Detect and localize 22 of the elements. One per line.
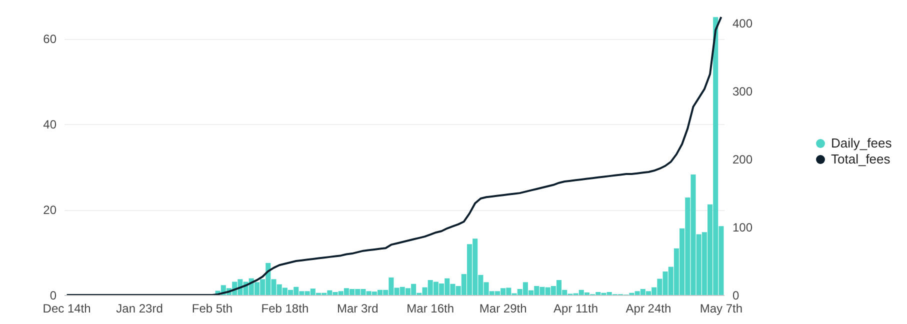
y-tick-label: 40: [43, 118, 57, 132]
x-tick-label: Mar 3rd: [336, 302, 378, 316]
y2-tick-label: 300: [732, 84, 753, 99]
y-tick-label: 20: [43, 203, 57, 218]
legend-label: Total_fees: [831, 152, 891, 166]
x-tick-label: Apr 11th: [554, 302, 598, 316]
x-tick-label: May 7th: [700, 302, 743, 316]
y2-tick-label: 0: [732, 288, 740, 302]
y2-tick-label: 400: [732, 16, 753, 31]
y2-tick-label: 200: [732, 152, 753, 167]
y-tick-label: 60: [43, 32, 57, 46]
x-tick-label: Mar 29th: [479, 302, 527, 316]
x-tick-label: Apr 24th: [626, 302, 672, 316]
x-tick-label: Jan 23rd: [116, 302, 163, 316]
y2-tick-label: 100: [732, 220, 753, 235]
x-tick-label: Feb 18th: [261, 302, 309, 316]
x-tick-label: Dec 14th: [42, 302, 91, 316]
x-tick-label: Feb 5th: [192, 302, 233, 316]
x-tick-label: Mar 16th: [406, 302, 454, 316]
line-series: [66, 16, 722, 295]
legend-label: Daily_fees: [831, 136, 892, 150]
y-tick-label: 0: [50, 288, 57, 302]
